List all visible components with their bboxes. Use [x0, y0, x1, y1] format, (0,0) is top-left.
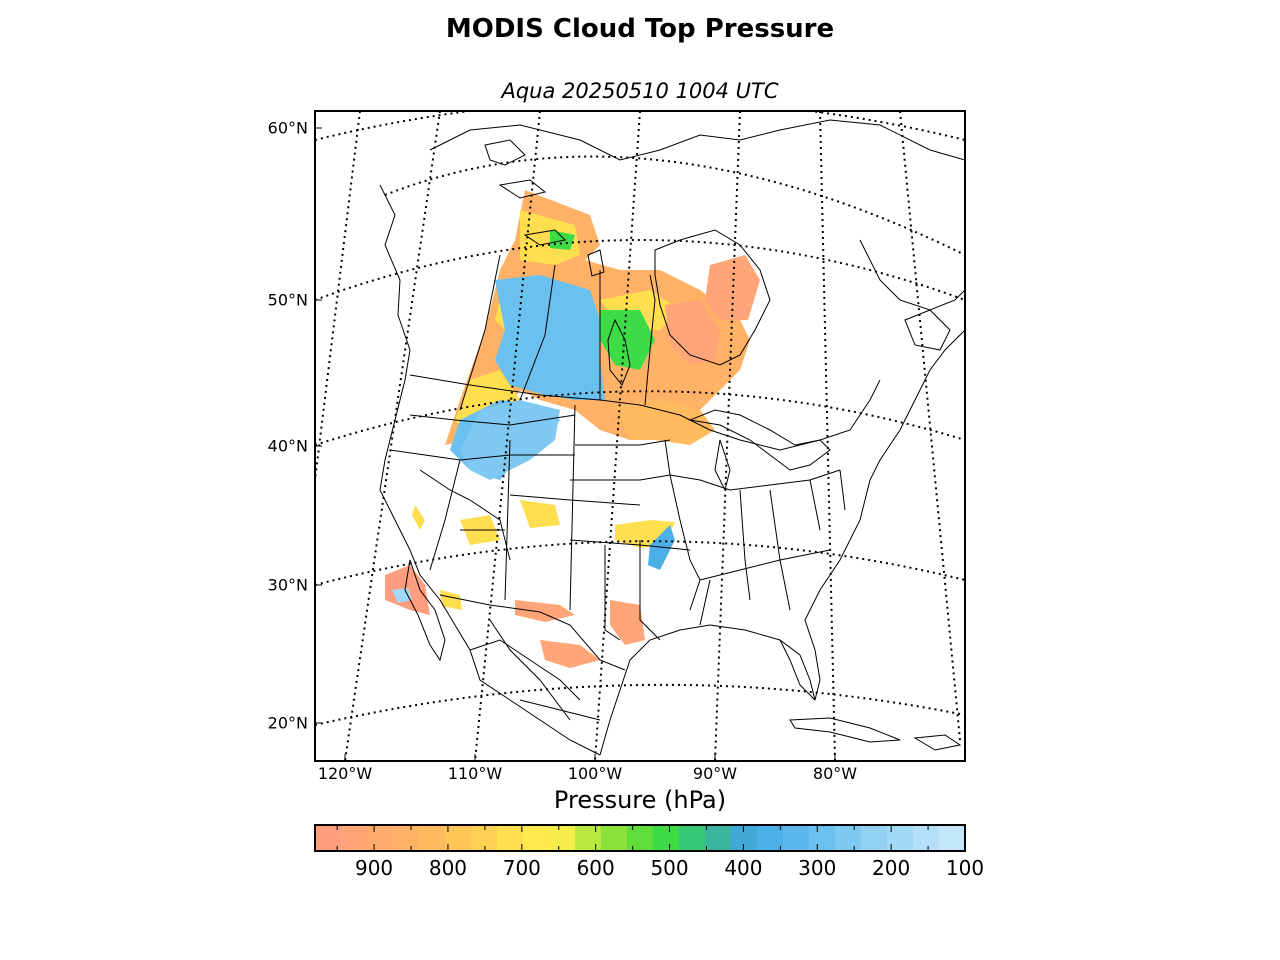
coastlines [379, 119, 965, 756]
colorbar-tick-label: 500 [650, 856, 689, 880]
parallel-40n [315, 390, 965, 446]
great-slave-lake [498, 179, 547, 199]
lake-athabasca [523, 229, 567, 246]
colorbar-segment [471, 825, 498, 851]
cloud-region-mexico-low [515, 600, 645, 668]
colorbar-segment [497, 825, 524, 851]
lakes [484, 139, 631, 386]
political-borders [389, 254, 881, 721]
lat-label-30n: 30°N [267, 575, 308, 595]
lat-label-20n: 20°N [267, 713, 308, 733]
colorbar-segment [783, 825, 810, 851]
colorbar-segment [341, 825, 368, 851]
hispaniola [913, 734, 962, 751]
lon-label-90w: 90°W [692, 764, 738, 783]
colorbar-tick-label: 600 [576, 856, 615, 880]
lat-label-50n: 50°N [267, 290, 308, 310]
cuba [789, 717, 901, 743]
lon-label-80w: 80°W [812, 764, 858, 783]
colorbar-segment [393, 825, 420, 851]
lon-label-100w: 100°W [567, 764, 623, 783]
colorbar-segment [601, 825, 628, 851]
colorbar-segment [445, 825, 472, 851]
colorbar-segment [653, 825, 680, 851]
lat-ticks [315, 127, 322, 724]
meridian-110w [474, 111, 541, 761]
state-borders-east [699, 469, 846, 626]
arctic-coast [429, 119, 965, 161]
parallel-55n [384, 155, 965, 256]
lon-label-110w: 110°W [447, 764, 503, 783]
colorbar-segment [731, 825, 758, 851]
map-subtitle: Aqua 20250510 1004 UTC [501, 79, 779, 103]
colorbar-segments [315, 825, 966, 851]
colorbar-segment [939, 825, 966, 851]
colorbar-title: Pressure (hPa) [553, 786, 727, 814]
meridian-130w [315, 111, 361, 481]
colorbar-tick-label: 400 [724, 856, 763, 880]
labrador [859, 239, 965, 311]
state-borders-west [389, 404, 641, 611]
lon-ticks [344, 754, 836, 761]
us-canada-border [409, 374, 881, 451]
colorbar-tick-label: 700 [502, 856, 541, 880]
colorbar-tick-label: 800 [428, 856, 468, 880]
colorbar-segment [549, 825, 576, 851]
map-title: MODIS Cloud Top Pressure [445, 14, 835, 44]
colorbar-segment [809, 825, 836, 851]
colorbar-segment [757, 825, 784, 851]
colorbar-segment [835, 825, 862, 851]
lake-winnipeg [607, 318, 631, 386]
us-mexico-border [439, 594, 626, 671]
colorbar-tick-label: 300 [798, 856, 837, 880]
cloud-region-baja-high [392, 588, 412, 603]
colorbar-segment [627, 825, 654, 851]
colorbar-segment [523, 825, 550, 851]
lat-label-60n: 60°N [267, 118, 308, 138]
lat-label-40n: 40°N [267, 436, 308, 456]
colorbar-segment [705, 825, 732, 851]
cloud-region-southern-plains-mid [412, 500, 675, 610]
province-borders [459, 254, 656, 411]
colorbar-segment [679, 825, 706, 851]
great-lakes [688, 409, 831, 492]
newfoundland [904, 309, 951, 351]
gulf-coast [599, 329, 965, 756]
baja-peninsula [404, 559, 446, 662]
colorbar-segment [861, 825, 888, 851]
great-bear-lake [484, 139, 526, 166]
reindeer-lake [587, 249, 605, 277]
colorbar-segment [367, 825, 394, 851]
meridian-120w [344, 111, 441, 761]
lon-label-120w: 120°W [317, 764, 373, 783]
state-borders-central [569, 439, 841, 641]
meridian-80w [819, 111, 836, 761]
meridian-100w [594, 111, 641, 761]
colorbar-tick-label: 900 [354, 856, 394, 880]
parallel-50n [315, 239, 965, 301]
colorbar-segment [575, 825, 602, 851]
map-frame [314, 110, 966, 762]
colorbar-segment [419, 825, 446, 851]
cloud-region-great-lakes-low [615, 400, 715, 445]
west-coast [379, 184, 601, 756]
colorbar-tick-label: 200 [872, 856, 911, 880]
mexico-states [469, 619, 601, 721]
florida [779, 639, 816, 701]
cloud-region-manitoba-mid [550, 230, 655, 370]
colorbar-frame [314, 824, 966, 852]
hudson-bay [654, 229, 771, 366]
cloud-region-hudson-bay-low [665, 255, 760, 365]
colorbar-tick-label: 100 [945, 856, 985, 880]
colorbar-segment [913, 825, 940, 851]
